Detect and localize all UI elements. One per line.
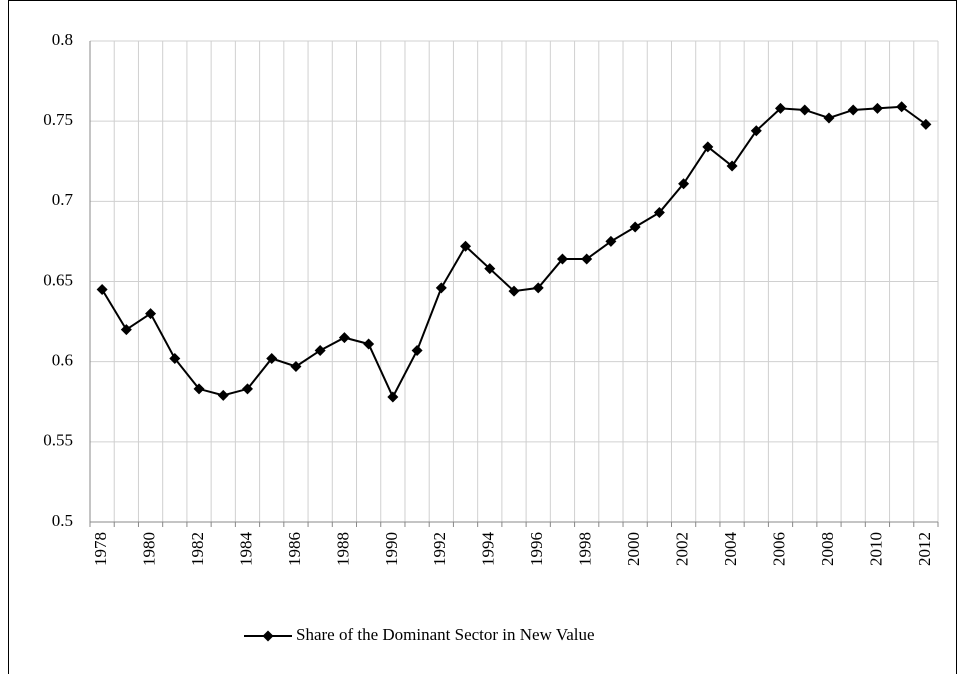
- marker: [629, 221, 641, 233]
- marker: [387, 391, 399, 403]
- x-tick-label: 1984: [236, 532, 255, 567]
- marker: [96, 284, 108, 296]
- y-tick-label: 0.55: [43, 431, 73, 450]
- marker: [241, 383, 253, 395]
- marker: [605, 235, 617, 247]
- marker: [363, 338, 375, 350]
- x-tick-label: 2012: [915, 532, 934, 566]
- marker: [896, 101, 908, 113]
- x-tick-label: 2004: [721, 532, 740, 567]
- x-tick-label: 1986: [285, 532, 304, 566]
- marker: [120, 324, 132, 336]
- x-tick-label: 2002: [673, 532, 692, 566]
- chart-border: [8, 0, 957, 674]
- legend-marker: [262, 630, 274, 642]
- marker: [411, 344, 423, 356]
- marker: [823, 112, 835, 124]
- x-tick-label: 1978: [91, 532, 110, 566]
- x-tick-label: 1996: [527, 532, 546, 566]
- marker: [508, 285, 520, 297]
- y-tick-label: 0.65: [43, 270, 73, 289]
- marker: [799, 104, 811, 116]
- marker: [556, 253, 568, 265]
- marker: [460, 240, 472, 252]
- x-tick-label: 2008: [818, 532, 837, 566]
- marker: [266, 352, 278, 364]
- y-tick-label: 0.6: [52, 351, 73, 370]
- x-tick-label: 2006: [769, 532, 788, 566]
- marker: [290, 360, 302, 372]
- marker: [217, 389, 229, 401]
- x-tick-label: 2010: [866, 532, 885, 566]
- marker: [750, 125, 762, 137]
- marker: [193, 383, 205, 395]
- marker: [145, 308, 157, 320]
- marker: [532, 282, 544, 294]
- marker: [653, 207, 665, 219]
- y-tick-label: 0.7: [52, 190, 74, 209]
- x-tick-label: 2000: [624, 532, 643, 566]
- x-tick-label: 1980: [139, 532, 158, 566]
- x-tick-label: 1994: [479, 532, 498, 567]
- marker: [775, 102, 787, 114]
- marker: [702, 141, 714, 153]
- marker: [847, 104, 859, 116]
- legend-label: Share of the Dominant Sector in New Valu…: [296, 625, 595, 644]
- line: [101, 105, 927, 400]
- x-tick-label: 1992: [430, 532, 449, 566]
- x-tick-label: 1990: [382, 532, 401, 566]
- x-tick-label: 1982: [188, 532, 207, 566]
- x-tick-label: 1988: [333, 532, 352, 566]
- marker: [726, 160, 738, 172]
- marker: [435, 282, 447, 294]
- grid: [90, 40, 939, 523]
- marker: [871, 102, 883, 114]
- y-tick-label: 0.75: [43, 110, 73, 129]
- y-tick-label: 0.5: [52, 511, 73, 530]
- marker: [338, 332, 350, 344]
- marker: [484, 263, 496, 275]
- y-tick-label: 0.8: [52, 30, 73, 49]
- marker: [581, 253, 593, 265]
- marker: [920, 118, 932, 130]
- plot: [96, 101, 932, 403]
- marker: [169, 352, 181, 364]
- x-tick-label: 1998: [576, 532, 595, 566]
- marker: [678, 178, 690, 190]
- marker: [314, 344, 326, 356]
